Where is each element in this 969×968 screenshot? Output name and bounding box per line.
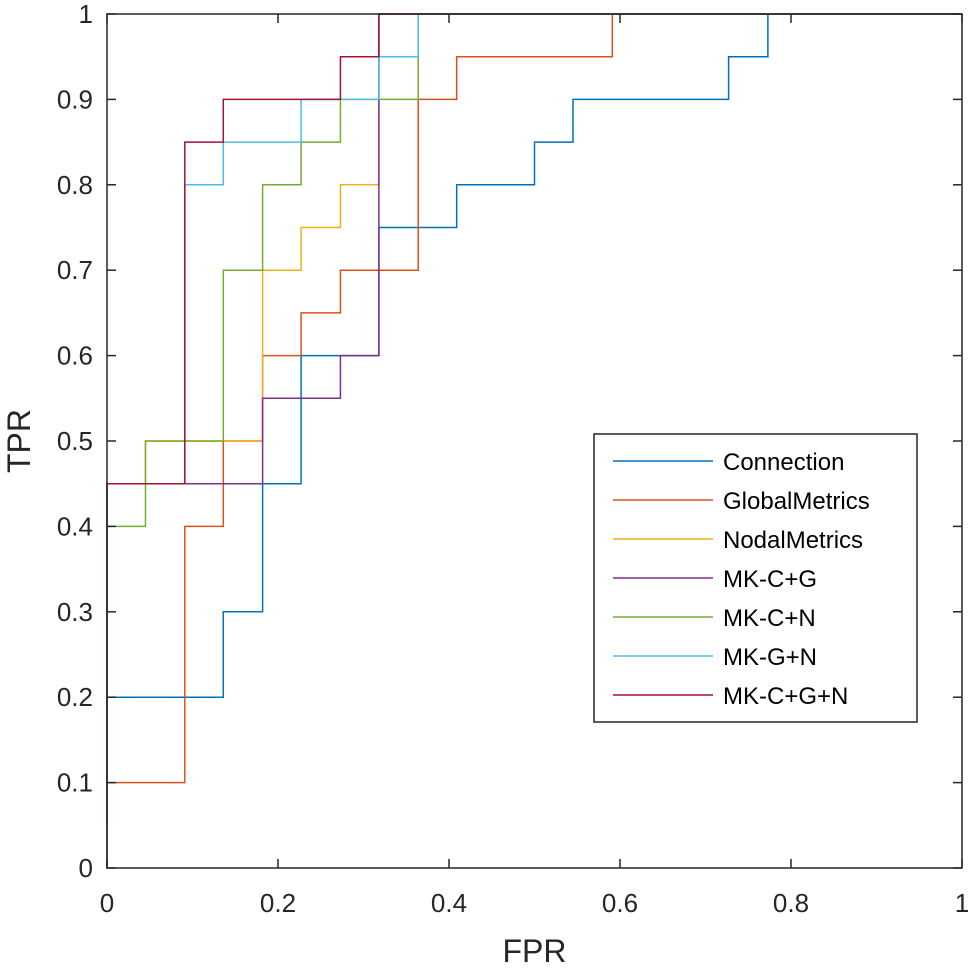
y-tick-label: 0.7: [57, 255, 93, 285]
x-tick-label: 1: [955, 888, 969, 918]
ticks-layer: 0 0.2 0.4 0.6 0.8 1 0 0.1 0.2 0.3 0.4 0.5 0.6 0.7 0.8 0…: [57, 0, 969, 918]
legend-label-mk-c-n: MK-C+N: [723, 605, 816, 632]
series-line-globalmetrics: [106, 13, 962, 868]
y-tick-label: 0: [79, 853, 93, 883]
y-tick-label: 0.4: [57, 511, 93, 541]
legend-label-connection: Connection: [723, 449, 844, 476]
legend-label-globalmetrics: GlobalMetrics: [723, 488, 870, 515]
y-axis-title: TPR: [1, 409, 37, 473]
legend-label-mk-c-g-n: MK-C+G+N: [723, 683, 848, 710]
legend-label-mk-g-n: MK-G+N: [723, 644, 817, 671]
x-tick-label: 0: [100, 888, 114, 918]
legend-label-mk-c-g: MK-C+G: [723, 566, 817, 593]
series-line-mk-c-g-n: [106, 13, 962, 826]
y-tick-label: 0.8: [57, 170, 93, 200]
y-tick-label: 0.2: [57, 682, 93, 712]
legend-label-nodalmetrics: NodalMetrics: [723, 527, 863, 554]
series-line-mk-c-n: [106, 13, 962, 868]
x-axis-title: FPR: [503, 933, 567, 968]
series-line-connection: [106, 13, 962, 868]
x-tick-label: 0.8: [773, 888, 809, 918]
y-tick-label: 0.9: [57, 84, 93, 114]
x-tick-label: 0.6: [602, 888, 638, 918]
y-tick-label: 0.1: [57, 768, 93, 798]
y-tick-label: 0.5: [57, 426, 93, 456]
legend: Connection GlobalMetrics NodalMetrics MK-C+…: [593, 433, 918, 723]
x-tick-label: 0.2: [260, 888, 296, 918]
series-layer: [106, 13, 962, 868]
y-tick-label: 0.3: [57, 597, 93, 627]
x-tick-label: 0.4: [431, 888, 467, 918]
y-tick-label: 0.6: [57, 341, 93, 371]
y-tick-label: 1: [79, 0, 93, 29]
